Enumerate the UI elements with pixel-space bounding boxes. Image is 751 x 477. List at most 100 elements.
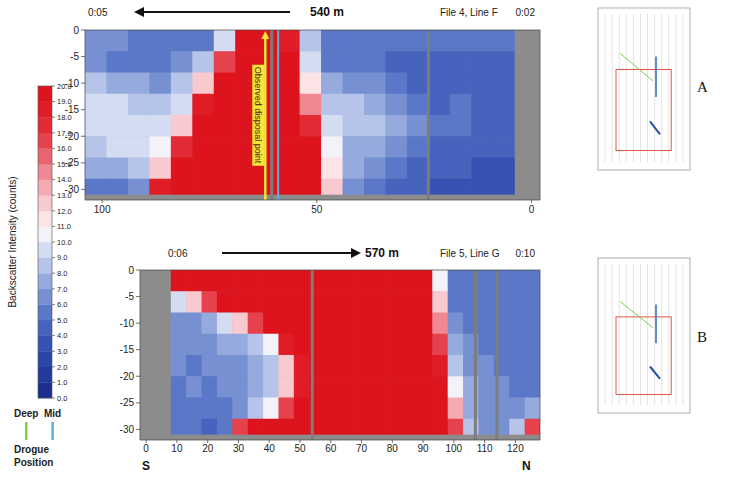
heat-cell (417, 291, 433, 313)
heat-cell (300, 158, 322, 180)
heat-cell (432, 355, 448, 377)
heat-cell (232, 398, 248, 420)
heat-cell (478, 291, 494, 313)
heat-cell (278, 313, 294, 335)
colorbar-tick (52, 257, 55, 258)
inset-disposal-box (616, 70, 671, 151)
heat-cell (149, 73, 171, 95)
heat-cell (325, 376, 341, 398)
heat-cell (192, 73, 214, 95)
heat-cell (278, 398, 294, 420)
y-tick (136, 296, 140, 297)
heat-cell (149, 94, 171, 116)
heat-cell (202, 291, 218, 313)
heat-cell (217, 334, 233, 356)
legend-title-line: Position (14, 457, 53, 468)
colorbar-tick-label: 16.0 (57, 144, 72, 153)
heat-cell (300, 115, 322, 137)
heat-cell (509, 291, 525, 313)
heat-cell (171, 94, 193, 116)
heat-cell (355, 313, 371, 335)
colorbar-tick (52, 148, 55, 149)
y-tick (136, 402, 140, 403)
heat-cell (128, 73, 150, 95)
heat-cell (186, 270, 202, 292)
heat-cell (386, 376, 402, 398)
colorbar-band (38, 320, 52, 336)
y-tick-label: -10 (120, 318, 135, 329)
panel-letter: B (697, 329, 707, 345)
heat-cell (171, 73, 193, 95)
heat-cell (202, 334, 218, 356)
heat-cell (294, 270, 310, 292)
heat-cell (386, 334, 402, 356)
x-end-label: N (522, 459, 531, 473)
inset-frame (598, 8, 690, 170)
plot-frame (140, 270, 540, 440)
y-tick-label: -5 (70, 51, 79, 62)
heat-cell (171, 334, 187, 356)
heat-cell (364, 51, 386, 73)
heat-cell (171, 355, 187, 377)
colorbar-band (38, 180, 52, 196)
heat-cell (321, 136, 343, 158)
heat-cell (432, 270, 448, 292)
heat-cell (278, 355, 294, 377)
heat-cell (428, 158, 450, 180)
heat-cell (355, 376, 371, 398)
panel: 0:060:10570 mFile 5, Line G0-5-10-15-20-… (120, 246, 707, 473)
heat-cell (278, 136, 300, 158)
heat-cell (128, 30, 150, 52)
heat-cell (386, 398, 402, 420)
y-tick (81, 189, 85, 190)
colorbar-tick-label: 6.0 (57, 300, 67, 309)
heat-cell (450, 94, 472, 116)
legend: DeepMidDroguePosition (14, 408, 61, 468)
annotation-line (264, 38, 267, 200)
heat-cell (171, 51, 193, 73)
heat-cell (186, 376, 202, 398)
heat-cell (448, 398, 464, 420)
colorbar-band (38, 164, 52, 180)
colorbar: 20.019.018.017.016.015.014.013.012.011.0… (7, 82, 72, 403)
start-time: 0:06 (168, 248, 188, 259)
heat-cell (263, 313, 279, 335)
legend-title: DroguePosition (14, 444, 53, 468)
inset-current-arrow (650, 121, 660, 134)
heat-cell (106, 115, 128, 137)
heat-cell (321, 73, 343, 95)
heat-cell (471, 94, 493, 116)
inset-drogue-path (620, 301, 653, 327)
heat-cell (509, 376, 525, 398)
heat-cell (186, 355, 202, 377)
heat-cell (402, 355, 418, 377)
heat-cell (278, 334, 294, 356)
heat-cell (325, 334, 341, 356)
heat-cell (202, 313, 218, 335)
x-tick-label: 20 (202, 443, 214, 454)
heat-cell (386, 291, 402, 313)
y-tick (81, 30, 85, 31)
colorbar-tick-label: 7.0 (57, 285, 67, 294)
heat-cell (471, 30, 493, 52)
colorbar-band (38, 289, 52, 305)
heat-cell (493, 115, 515, 137)
heat-cell (428, 51, 450, 73)
heat-cell (171, 376, 187, 398)
heat-cell (106, 158, 128, 180)
x-tick-label: 120 (507, 443, 524, 454)
colorbar-tick-label: 12.0 (57, 207, 72, 216)
inset-line (654, 14, 655, 162)
heat-cell (364, 158, 386, 180)
heat-cell (417, 355, 433, 377)
heat-cell (217, 376, 233, 398)
heat-cell (525, 334, 540, 356)
colorbar-tick-label: 3.0 (57, 347, 67, 356)
colorbar-band (38, 102, 52, 118)
colorbar-tick-label: 4.0 (57, 331, 67, 340)
heat-cell (192, 158, 214, 180)
colorbar-title: Backscatter Intensity (counts) (7, 176, 18, 307)
x-tick-label: 50 (311, 204, 323, 215)
colorbar-band (38, 242, 52, 258)
heat-cell (232, 376, 248, 398)
